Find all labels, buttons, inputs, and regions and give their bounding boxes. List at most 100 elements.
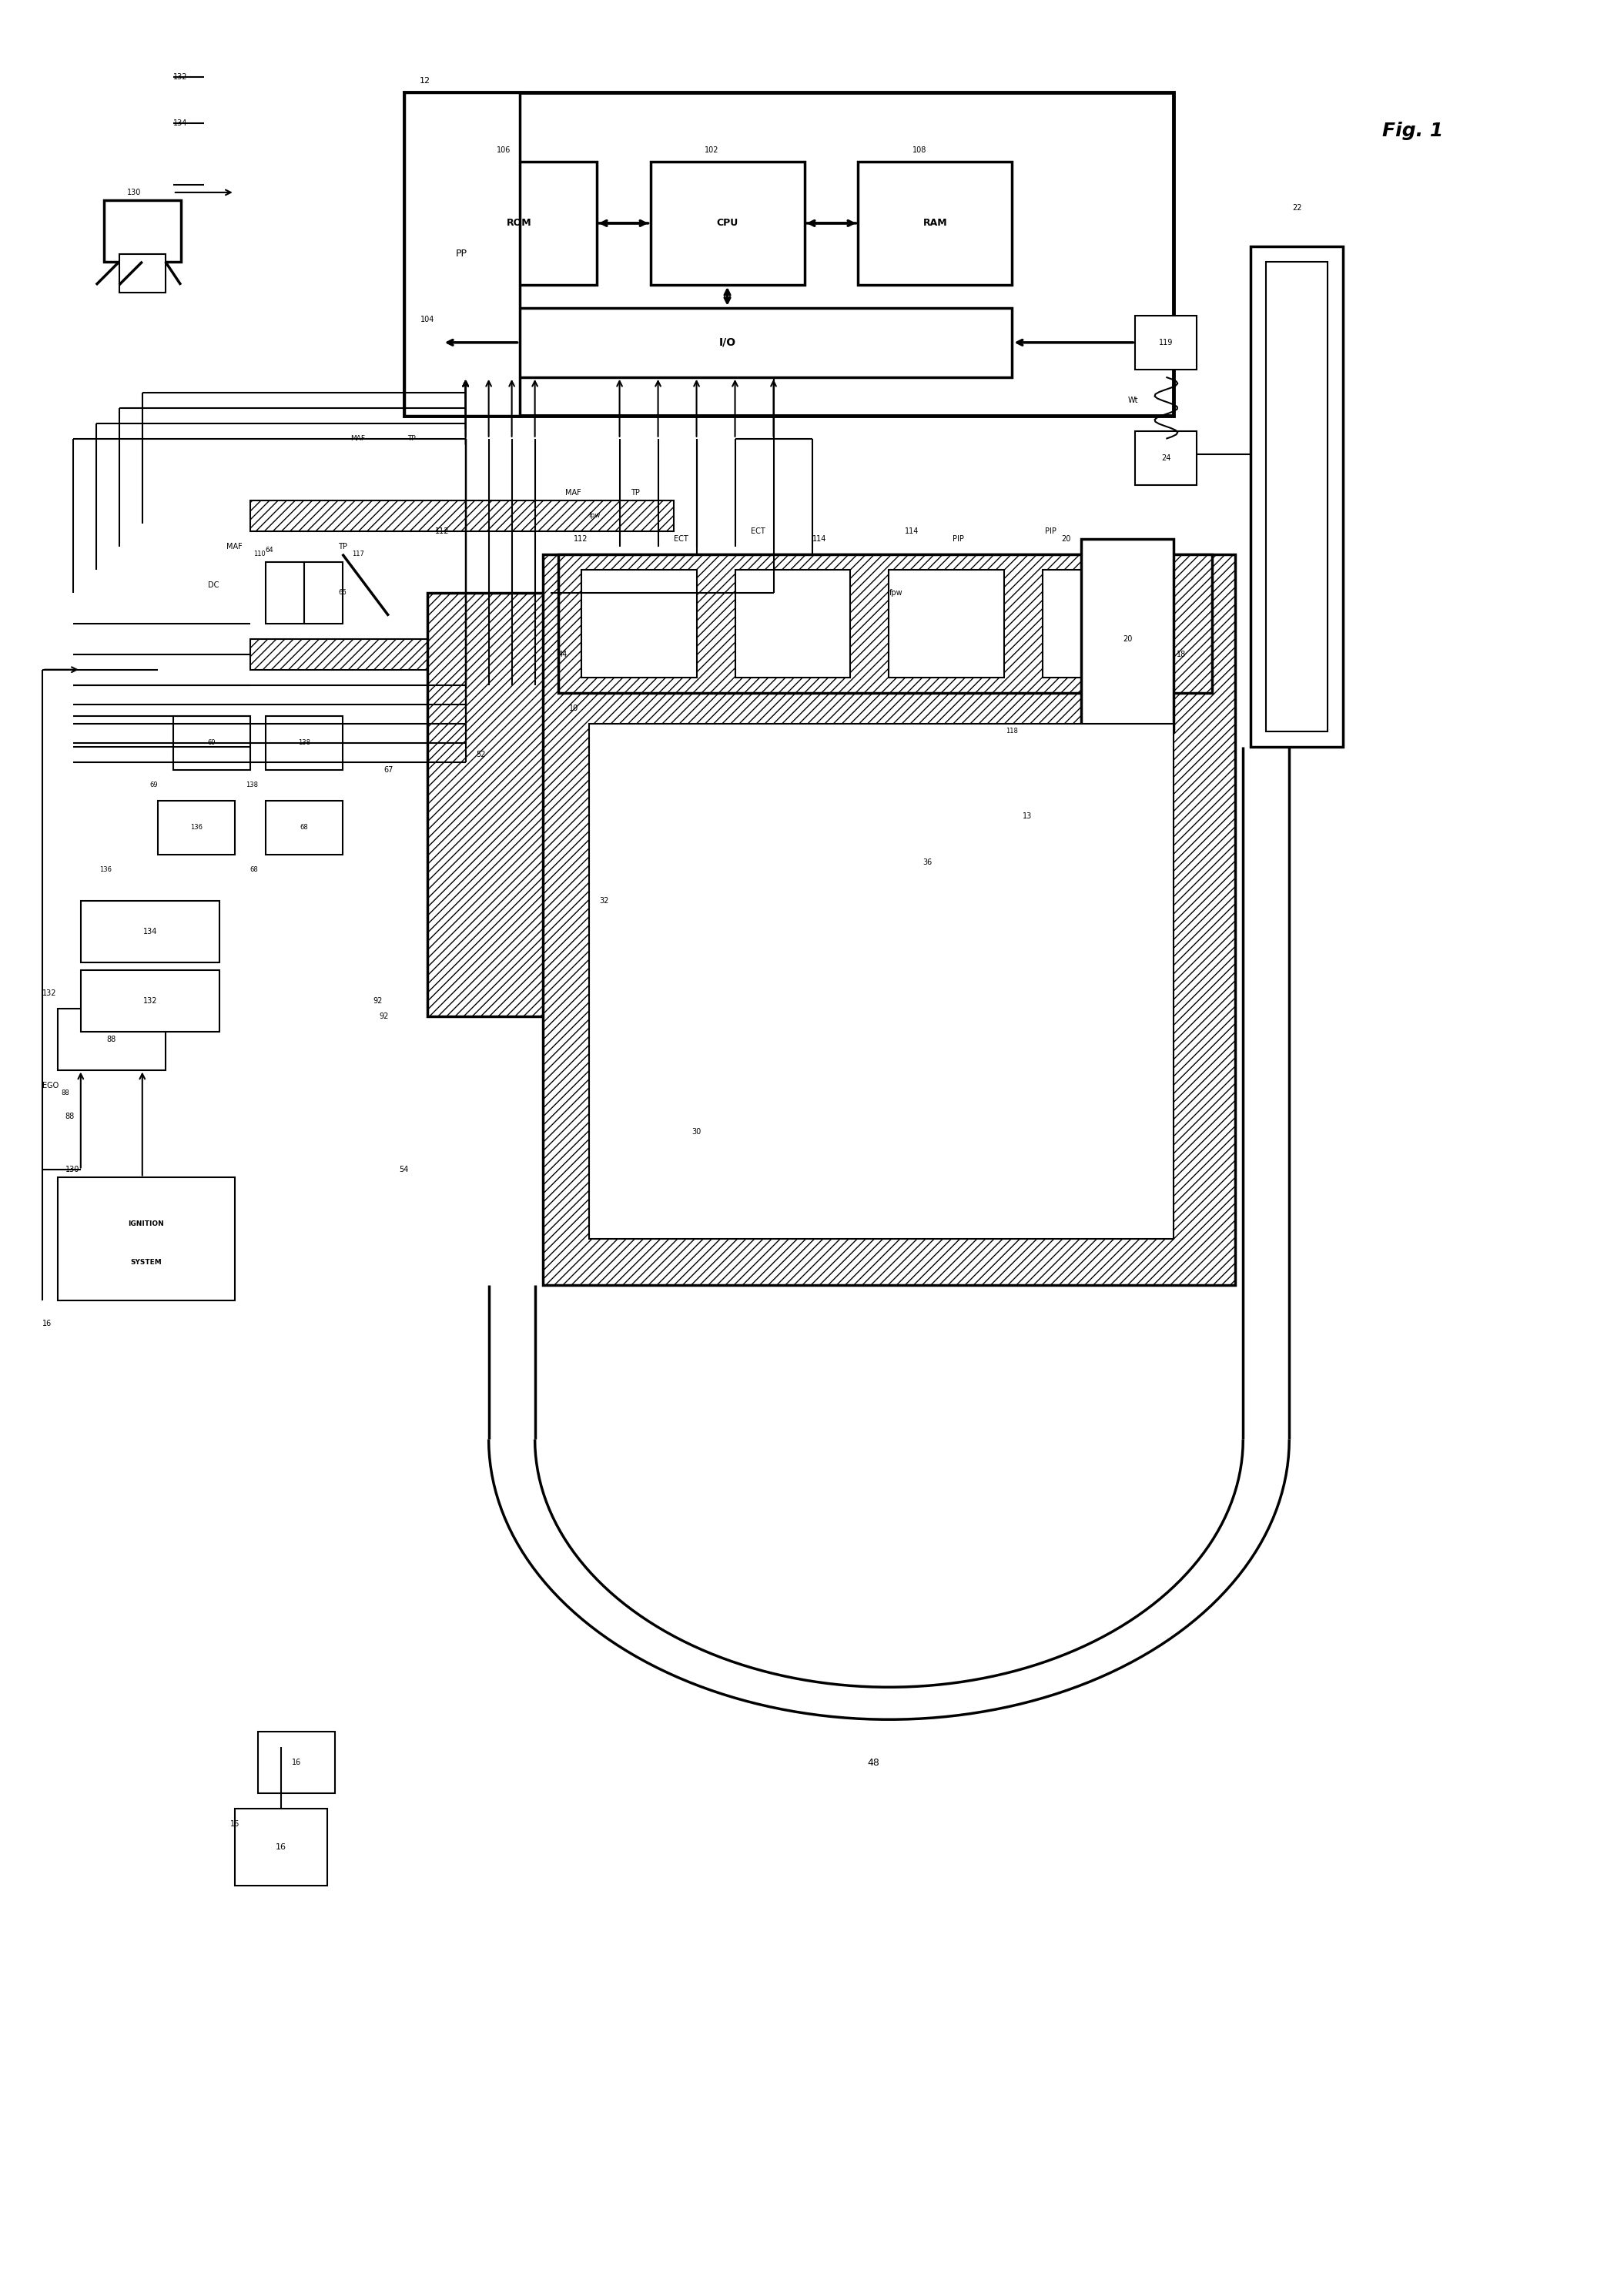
Text: ECT: ECT — [750, 528, 765, 535]
Text: 44: 44 — [559, 652, 567, 658]
Bar — [581, 569, 697, 677]
Text: 13: 13 — [1023, 812, 1033, 821]
Text: I/O: I/O — [719, 336, 736, 347]
Bar — [442, 309, 1012, 377]
Bar — [1043, 569, 1158, 677]
Text: 16: 16 — [276, 1843, 286, 1852]
Text: 102: 102 — [705, 146, 719, 153]
Text: 66: 66 — [338, 590, 346, 597]
Text: 112: 112 — [435, 528, 450, 535]
Text: 30: 30 — [692, 1127, 702, 1136]
Bar — [81, 901, 219, 962]
Text: Wt: Wt — [1127, 395, 1138, 405]
Text: 136: 136 — [99, 866, 112, 873]
Text: CPU: CPU — [716, 217, 739, 229]
Bar — [235, 1808, 326, 1886]
Text: TP: TP — [408, 434, 416, 441]
Text: 106: 106 — [497, 146, 512, 153]
Text: 114: 114 — [812, 535, 827, 542]
Text: 130: 130 — [65, 1166, 80, 1173]
Text: DC: DC — [208, 581, 219, 590]
Bar — [404, 91, 520, 416]
Text: 24: 24 — [1161, 455, 1171, 462]
Bar — [104, 201, 180, 261]
Text: 64: 64 — [265, 546, 273, 553]
Text: 36: 36 — [922, 857, 932, 866]
Text: 92: 92 — [378, 1013, 388, 1020]
Text: 138: 138 — [245, 782, 258, 789]
Text: 16: 16 — [42, 1319, 52, 1328]
Text: 132: 132 — [42, 990, 57, 997]
Text: fpw: fpw — [888, 590, 903, 597]
Text: 132: 132 — [174, 73, 187, 80]
Text: 118: 118 — [1005, 727, 1018, 734]
Text: 104: 104 — [421, 315, 435, 322]
Text: ROM: ROM — [507, 217, 533, 229]
Bar — [265, 800, 343, 855]
Bar — [736, 569, 851, 677]
Text: 134: 134 — [174, 119, 187, 128]
Bar — [1250, 247, 1343, 748]
Bar — [158, 800, 235, 855]
Text: 69: 69 — [208, 738, 216, 745]
Text: 52: 52 — [476, 750, 486, 759]
Text: 10: 10 — [568, 704, 578, 711]
Bar — [250, 638, 674, 670]
Bar — [888, 569, 1004, 677]
Bar — [1143, 624, 1220, 686]
Bar — [265, 716, 343, 770]
Text: 16: 16 — [292, 1758, 300, 1767]
Text: RAM: RAM — [922, 217, 947, 229]
Text: TP: TP — [630, 489, 640, 496]
Bar — [542, 553, 1236, 1285]
Text: 92: 92 — [374, 997, 383, 1004]
Bar — [174, 716, 250, 770]
Bar — [404, 91, 1174, 416]
Bar — [590, 722, 1174, 1239]
Bar — [304, 562, 343, 624]
Text: 88: 88 — [62, 1090, 70, 1097]
Text: 18: 18 — [1177, 652, 1186, 658]
Text: 20: 20 — [1060, 535, 1070, 542]
Bar — [1082, 539, 1174, 732]
Text: 68: 68 — [300, 823, 309, 830]
Text: IGNITION: IGNITION — [128, 1221, 164, 1228]
Text: Fig. 1: Fig. 1 — [1382, 121, 1444, 139]
Text: 136: 136 — [190, 823, 203, 830]
Text: 69: 69 — [149, 782, 158, 789]
Text: PIP: PIP — [953, 535, 965, 542]
Text: 132: 132 — [143, 997, 158, 1004]
Text: fpw: fpw — [590, 512, 601, 519]
Text: MAF: MAF — [227, 542, 242, 551]
Bar — [559, 553, 1212, 693]
Text: EGO: EGO — [42, 1081, 58, 1088]
Text: 108: 108 — [913, 146, 927, 153]
Text: 88: 88 — [65, 1113, 75, 1120]
Text: MAF: MAF — [351, 434, 365, 441]
Text: 16: 16 — [231, 1820, 239, 1829]
Text: 22: 22 — [1293, 203, 1302, 213]
Bar — [442, 162, 596, 286]
Text: PP: PP — [456, 249, 468, 258]
Text: 67: 67 — [383, 766, 393, 773]
Text: 119: 119 — [1160, 338, 1173, 347]
Text: 54: 54 — [400, 1166, 409, 1173]
Text: 88: 88 — [107, 1036, 117, 1042]
Bar — [1135, 315, 1197, 370]
Text: 114: 114 — [905, 528, 919, 535]
Bar — [857, 162, 1012, 286]
Bar — [265, 562, 304, 624]
Text: 48: 48 — [867, 1758, 880, 1767]
Bar — [427, 592, 551, 1015]
Bar — [650, 162, 804, 286]
Text: 68: 68 — [250, 866, 258, 873]
Bar — [258, 1733, 335, 1795]
Text: 138: 138 — [297, 738, 310, 745]
Text: 134: 134 — [143, 928, 158, 935]
Bar — [57, 1177, 235, 1301]
Text: 32: 32 — [599, 896, 609, 905]
Text: 112: 112 — [573, 535, 588, 542]
Text: 20: 20 — [1122, 636, 1132, 642]
Text: 117: 117 — [352, 551, 364, 558]
Text: PIP: PIP — [1044, 528, 1056, 535]
